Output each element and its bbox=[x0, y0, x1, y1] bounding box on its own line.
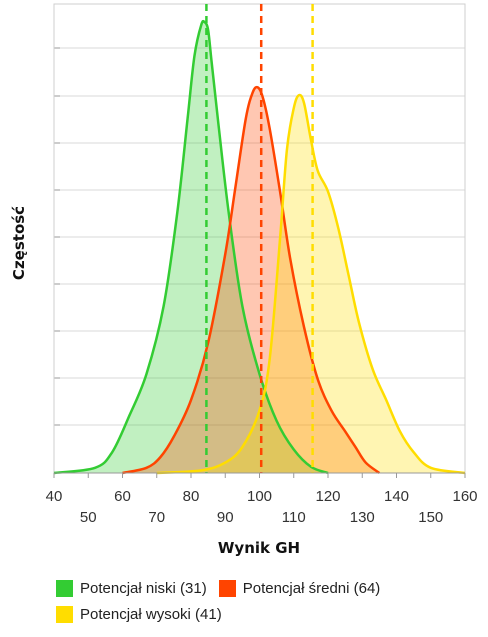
legend-swatch bbox=[218, 579, 236, 597]
line-layer bbox=[53, 19, 466, 475]
grid-layer bbox=[53, 3, 466, 474]
x-axis-title: Wynik GH bbox=[218, 539, 300, 557]
legend-swatch bbox=[56, 579, 73, 597]
legend-item[interactable]: Potencjał niski (31) bbox=[56, 579, 207, 597]
axis-layer: 40 60 80 100 120 140 160 50 70 90 110 130 150 bbox=[46, 472, 478, 526]
x-tick-label: 80 bbox=[183, 488, 200, 505]
series-line-low bbox=[53, 19, 329, 475]
legend-row: Potencjał wysoki (41) bbox=[56, 601, 486, 627]
legend-swatch bbox=[56, 605, 73, 623]
legend-item[interactable]: Potencjał wysoki (41) bbox=[56, 605, 222, 623]
x-tick-label: 110 bbox=[282, 509, 306, 526]
series-line-high bbox=[156, 93, 466, 475]
series-area-high bbox=[156, 94, 465, 474]
legend-item[interactable]: Potencjał średni (64) bbox=[218, 579, 381, 597]
area-layer bbox=[54, 21, 465, 474]
x-tick-label: 150 bbox=[418, 509, 443, 526]
series-area-medium bbox=[122, 87, 380, 473]
x-tick-label: 90 bbox=[217, 509, 234, 526]
x-tick-label: 100 bbox=[247, 488, 272, 505]
x-tick-label: 120 bbox=[315, 488, 340, 505]
mean-lines-layer bbox=[205, 4, 314, 473]
y-axis-title: Częstość bbox=[10, 206, 28, 280]
x-tick-label: 60 bbox=[114, 488, 131, 505]
x-tick-label: 70 bbox=[148, 509, 165, 526]
x-tick-label: 40 bbox=[46, 488, 63, 505]
series-line-medium bbox=[122, 85, 381, 475]
x-tick-label: 140 bbox=[384, 488, 409, 505]
x-tick-label: 160 bbox=[452, 488, 477, 505]
legend-label: Potencjał niski (31) bbox=[80, 579, 207, 597]
legend-row: Potencjał niski (31) Potencjał średni (64… bbox=[56, 575, 486, 601]
legend-label: Potencjał średni (64) bbox=[242, 579, 381, 597]
legend: Potencjał niski (31) Potencjał średni (64… bbox=[56, 575, 486, 627]
x-tick-label: 130 bbox=[350, 509, 375, 526]
legend-label: Potencjał wysoki (41) bbox=[80, 605, 222, 623]
series-area-low bbox=[54, 21, 328, 474]
x-tick-label: 50 bbox=[80, 509, 97, 526]
density-chart: 40 60 80 100 120 140 160 50 70 90 110 130 150 Często… bbox=[10, 3, 478, 557]
